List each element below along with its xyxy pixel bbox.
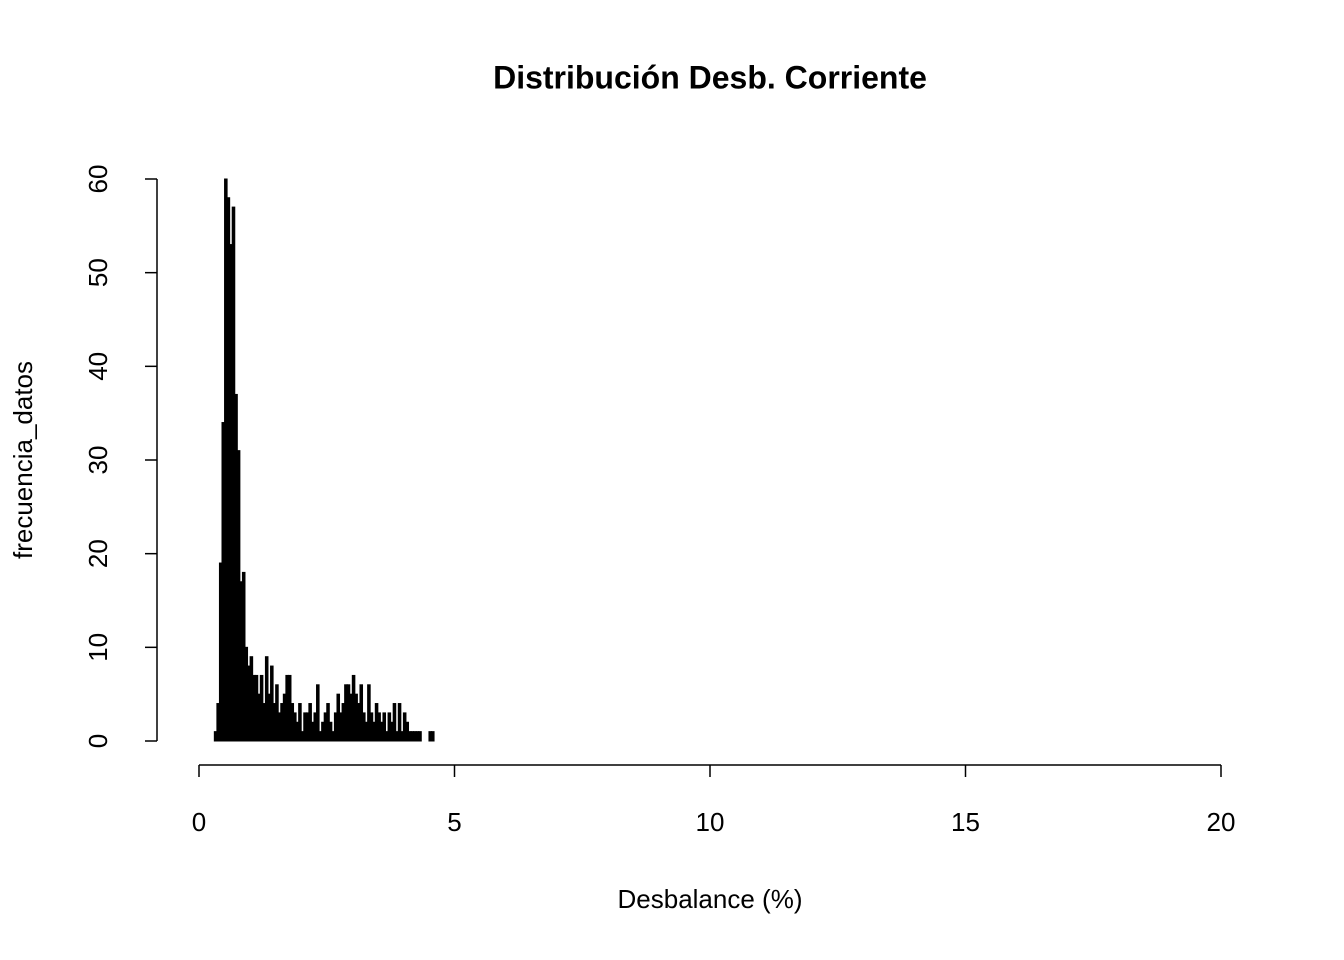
x-axis-label: Desbalance (%) (618, 884, 803, 914)
chart-title: Distribución Desb. Corriente (493, 59, 927, 95)
y-tick-label: 20 (83, 539, 113, 568)
bar (431, 731, 435, 742)
y-tick-label: 30 (83, 446, 113, 475)
y-axis-label: frecuencia_datos (8, 361, 38, 559)
y-tick-label: 60 (83, 165, 113, 194)
y-tick-label: 50 (83, 258, 113, 287)
x-tick-label: 20 (1207, 807, 1236, 837)
y-tick-label: 40 (83, 352, 113, 381)
bar (298, 703, 302, 742)
x-tick-label: 10 (696, 807, 725, 837)
x-tick-label: 0 (192, 807, 206, 837)
bar (316, 684, 320, 742)
bar (397, 703, 402, 742)
y-tick-label: 0 (83, 734, 113, 748)
bar (382, 712, 387, 742)
bar (418, 731, 422, 742)
y-tick-label: 10 (83, 633, 113, 662)
x-tick-label: 5 (447, 807, 461, 837)
x-tick-label: 15 (951, 807, 980, 837)
bar (392, 703, 397, 742)
